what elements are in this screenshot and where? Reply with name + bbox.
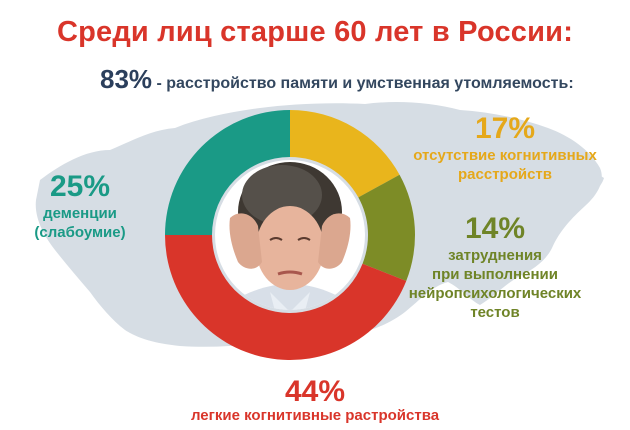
- subtitle-percent: 83%: [100, 64, 153, 94]
- percent-14: 14%: [464, 212, 526, 245]
- label-no-disorder-line2: расстройств: [458, 166, 552, 183]
- chart-subtitle: 83% - расстройство памяти и умственная у…: [100, 64, 574, 95]
- chart-title: Среди лиц старше 60 лет в России:: [56, 16, 574, 48]
- label-mild: 44% легкие когнитивные растройства: [115, 375, 515, 425]
- donut-slice-44: [165, 235, 407, 361]
- donut-slice-17: [290, 110, 400, 198]
- label-dementia-line2: (слабоумие): [34, 224, 126, 241]
- label-no-disorder-line1: отсутствие когнитивных: [413, 147, 597, 164]
- percent-25: 25%: [49, 170, 111, 203]
- label-neuropsych-line2: при выполнении: [432, 266, 558, 283]
- label-neuropsych-line4: тестов: [470, 304, 520, 321]
- percent-17: 17%: [474, 112, 536, 145]
- label-dementia-line1: деменции: [43, 205, 117, 222]
- label-neuropsych: 14% затруднения при выполнении нейропсих…: [405, 212, 585, 322]
- label-neuropsych-line3: нейропсихологических: [408, 285, 582, 302]
- label-dementia: 25% деменции (слабоумие): [10, 170, 150, 242]
- donut-slice-25: [165, 110, 290, 235]
- donut-slice-14: [358, 174, 415, 282]
- percent-44: 44%: [284, 375, 346, 408]
- label-mild-line1: легкие когнитивные растройства: [190, 407, 440, 424]
- map-kamchatka: [560, 172, 604, 195]
- subtitle-text: - расстройство памяти и умственная утомл…: [156, 75, 574, 92]
- label-neuropsych-line1: затруднения: [448, 247, 542, 264]
- label-no-disorder: 17% отсутствие когнитивных расстройств: [405, 112, 605, 184]
